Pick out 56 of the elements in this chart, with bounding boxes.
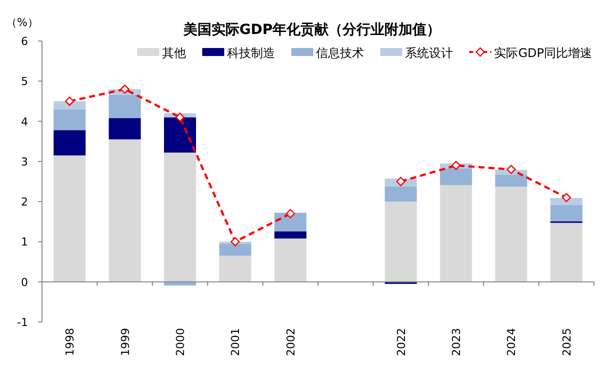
bar — [274, 212, 306, 232]
legend-label: 系统设计 — [405, 46, 454, 60]
legend-label: 实际GDP同比增速 — [494, 46, 592, 60]
bar — [164, 117, 196, 153]
bar — [384, 202, 417, 282]
point — [65, 96, 74, 106]
x-tick-label: 2001 — [229, 328, 242, 356]
y-tick-label: 2 — [21, 196, 28, 209]
bar — [384, 186, 417, 202]
point — [230, 237, 240, 246]
bar — [550, 198, 582, 205]
bar — [440, 185, 472, 282]
y-tick-label: 5 — [21, 75, 28, 88]
bar — [54, 155, 86, 282]
bar — [440, 168, 472, 186]
bar — [219, 256, 252, 282]
x-tick-label: 1998 — [64, 328, 77, 356]
point — [120, 84, 130, 94]
bar — [550, 222, 582, 282]
x-tick-label: 2025 — [560, 328, 574, 356]
y-tick-label: 1 — [21, 236, 28, 249]
y-tick-label: 0 — [21, 276, 28, 289]
x-tick-label: 2002 — [284, 328, 298, 356]
bar — [274, 231, 306, 239]
x-tick-label: 2023 — [450, 328, 463, 356]
bar — [108, 139, 141, 282]
bar — [274, 238, 306, 282]
point — [175, 112, 185, 122]
bar — [495, 186, 528, 282]
x-tick-label: 2000 — [174, 328, 187, 356]
bar — [54, 101, 86, 110]
legend-label: 信息技术 — [316, 46, 364, 60]
point — [451, 160, 461, 170]
bar — [495, 174, 528, 187]
bar — [550, 204, 582, 222]
chart-title: 美国实际GDP年化贡献（分行业附加值） — [182, 21, 441, 38]
legend-label: 其他 — [162, 46, 186, 60]
x-tick-label: 2024 — [505, 328, 518, 356]
legend-label: 科技制造 — [227, 46, 276, 60]
y-tick-label: 3 — [21, 155, 28, 168]
bar — [54, 130, 86, 156]
bar — [108, 118, 141, 140]
y-tick-label: 4 — [21, 115, 28, 128]
x-tick-label: 1999 — [118, 328, 132, 356]
bar — [219, 244, 252, 256]
point — [506, 164, 516, 174]
x-tick-label: 2022 — [394, 328, 408, 356]
y-tick-label: 6 — [21, 35, 28, 48]
point — [562, 192, 571, 202]
point — [286, 209, 295, 218]
bar — [108, 94, 141, 118]
bar — [54, 109, 86, 130]
y-tick-label: -1 — [17, 316, 28, 329]
y-axis-title: （%） — [6, 16, 38, 29]
point — [396, 176, 406, 186]
bar — [164, 152, 196, 282]
